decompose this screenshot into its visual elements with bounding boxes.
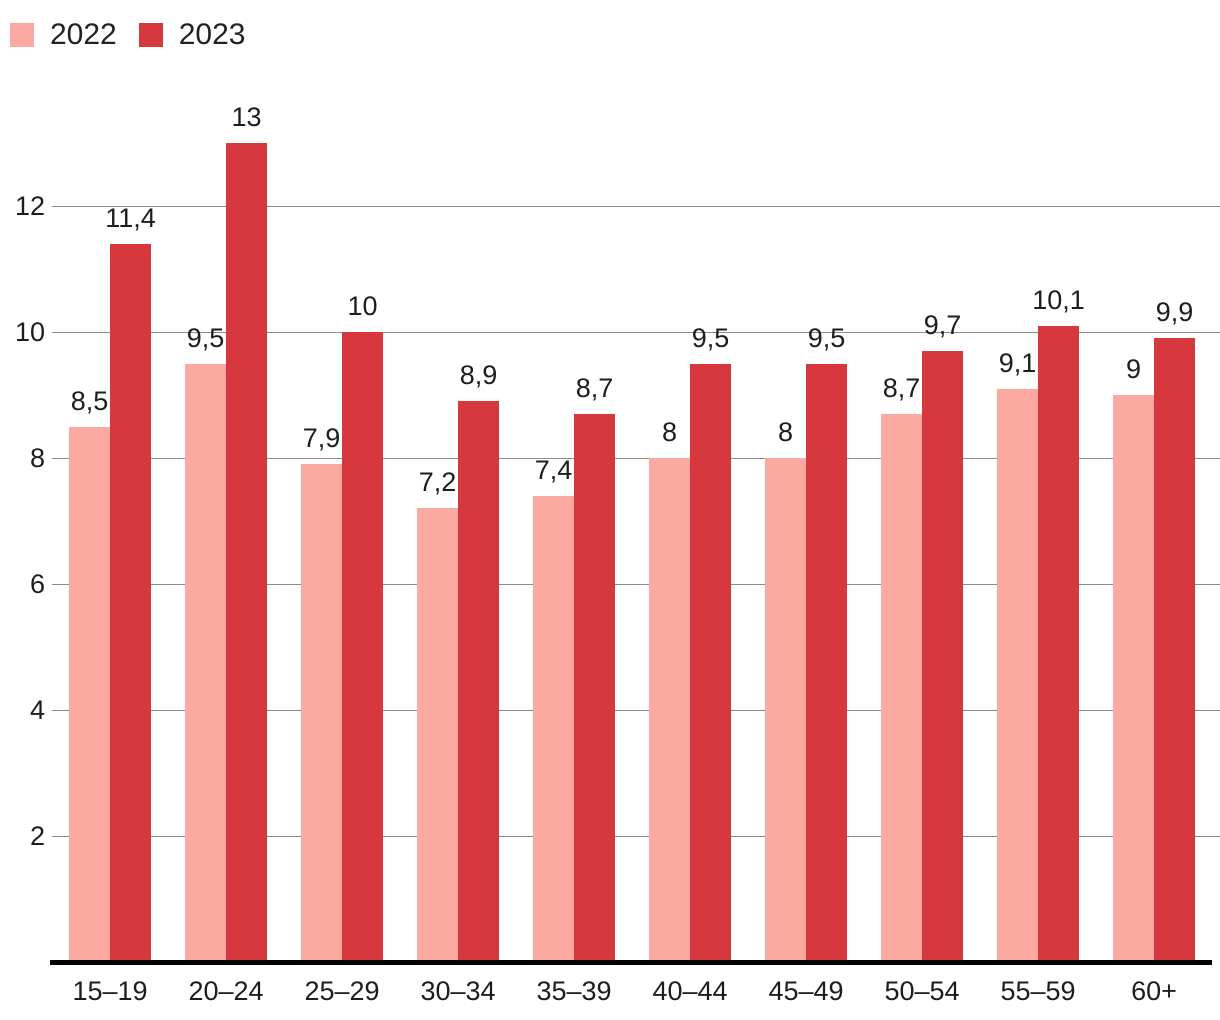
bar-2023-50–54 [922,350,963,962]
bar-value-label: 8 [661,417,678,447]
bar-value-label: 9,9 [1155,297,1194,328]
bar-value-label: 7,2 [418,467,457,498]
gridline [52,710,1220,711]
bar-2023-60+ [1154,338,1195,962]
bar-2022-45–49 [765,458,806,962]
bar-2022-30–34 [417,508,458,962]
bar-value-label: 9,5 [691,322,730,353]
legend-swatch-2023 [138,23,163,47]
bar-2023-40–44 [690,363,731,962]
bar-value-label: 7,9 [302,423,341,454]
x-axis-label: 30–34 [420,976,496,1006]
y-tick-label: 10 [14,317,45,347]
bar-value-label: 9 [1125,354,1142,384]
x-axis-label: 15–19 [72,976,148,1006]
x-axis-label: 35–39 [536,976,612,1006]
x-axis-label: 50–54 [884,976,960,1006]
bar-value-label: 8,7 [882,372,921,403]
bar-value-label: 7,4 [534,454,573,485]
bar-value-label: 8,7 [575,372,614,403]
x-axis-label: 45–49 [768,976,844,1006]
bar-2022-60+ [1113,395,1154,962]
bar-2022-55–59 [997,388,1038,962]
legend: 2022 2023 [10,20,246,50]
bar-value-label: 8,9 [459,360,498,391]
x-axis-line [50,960,1212,965]
bar-2023-45–49 [806,363,847,962]
x-axis-label: 55–59 [1000,976,1076,1006]
bar-2022-15–19 [69,426,110,962]
bar-value-label: 10 [347,291,378,321]
x-axis-label: 40–44 [652,976,728,1006]
legend-label-2023: 2023 [178,18,246,51]
gridline [52,206,1220,207]
bar-value-label: 8,5 [70,385,109,416]
bar-2023-35–39 [574,413,615,962]
bar-value-label: 9,5 [186,322,225,353]
bar-2023-15–19 [110,243,151,962]
bar-2022-25–29 [301,464,342,962]
x-axis-label: 60+ [1131,976,1177,1006]
bar-2022-20–24 [185,363,226,962]
gridline [52,836,1220,837]
y-tick-label: 4 [29,695,45,725]
bar-2023-20–24 [226,143,267,962]
bar-value-label: 11,4 [105,202,156,233]
bar-2023-25–29 [342,332,383,962]
bar-2023-55–59 [1038,325,1079,962]
y-tick-label: 6 [29,569,45,599]
legend-swatch-2022 [10,23,34,47]
gridline [52,584,1220,585]
gridline [52,458,1220,459]
bar-2022-35–39 [533,495,574,962]
x-axis-label: 25–29 [304,976,380,1006]
bar-value-label: 8 [777,417,794,447]
legend-label-2022: 2022 [50,18,117,51]
x-axis-label: 20–24 [188,976,264,1006]
bar-value-label: 9,5 [807,322,846,353]
legend-item-2023: 2023 [138,18,246,51]
bar-value-label: 10,1 [1032,284,1085,315]
legend-item-2022: 2022 [10,20,117,50]
bar-2023-30–34 [458,401,499,962]
bar-value-label: 9,7 [923,309,962,340]
y-tick-label: 8 [29,443,45,473]
y-tick-label: 2 [29,821,45,851]
bar-2022-50–54 [881,413,922,962]
gridline [52,332,1220,333]
y-tick-label: 12 [14,191,45,221]
bar-2022-40–44 [649,458,690,962]
bar-value-label: 9,1 [998,347,1037,378]
bar-value-label: 13 [231,102,262,132]
